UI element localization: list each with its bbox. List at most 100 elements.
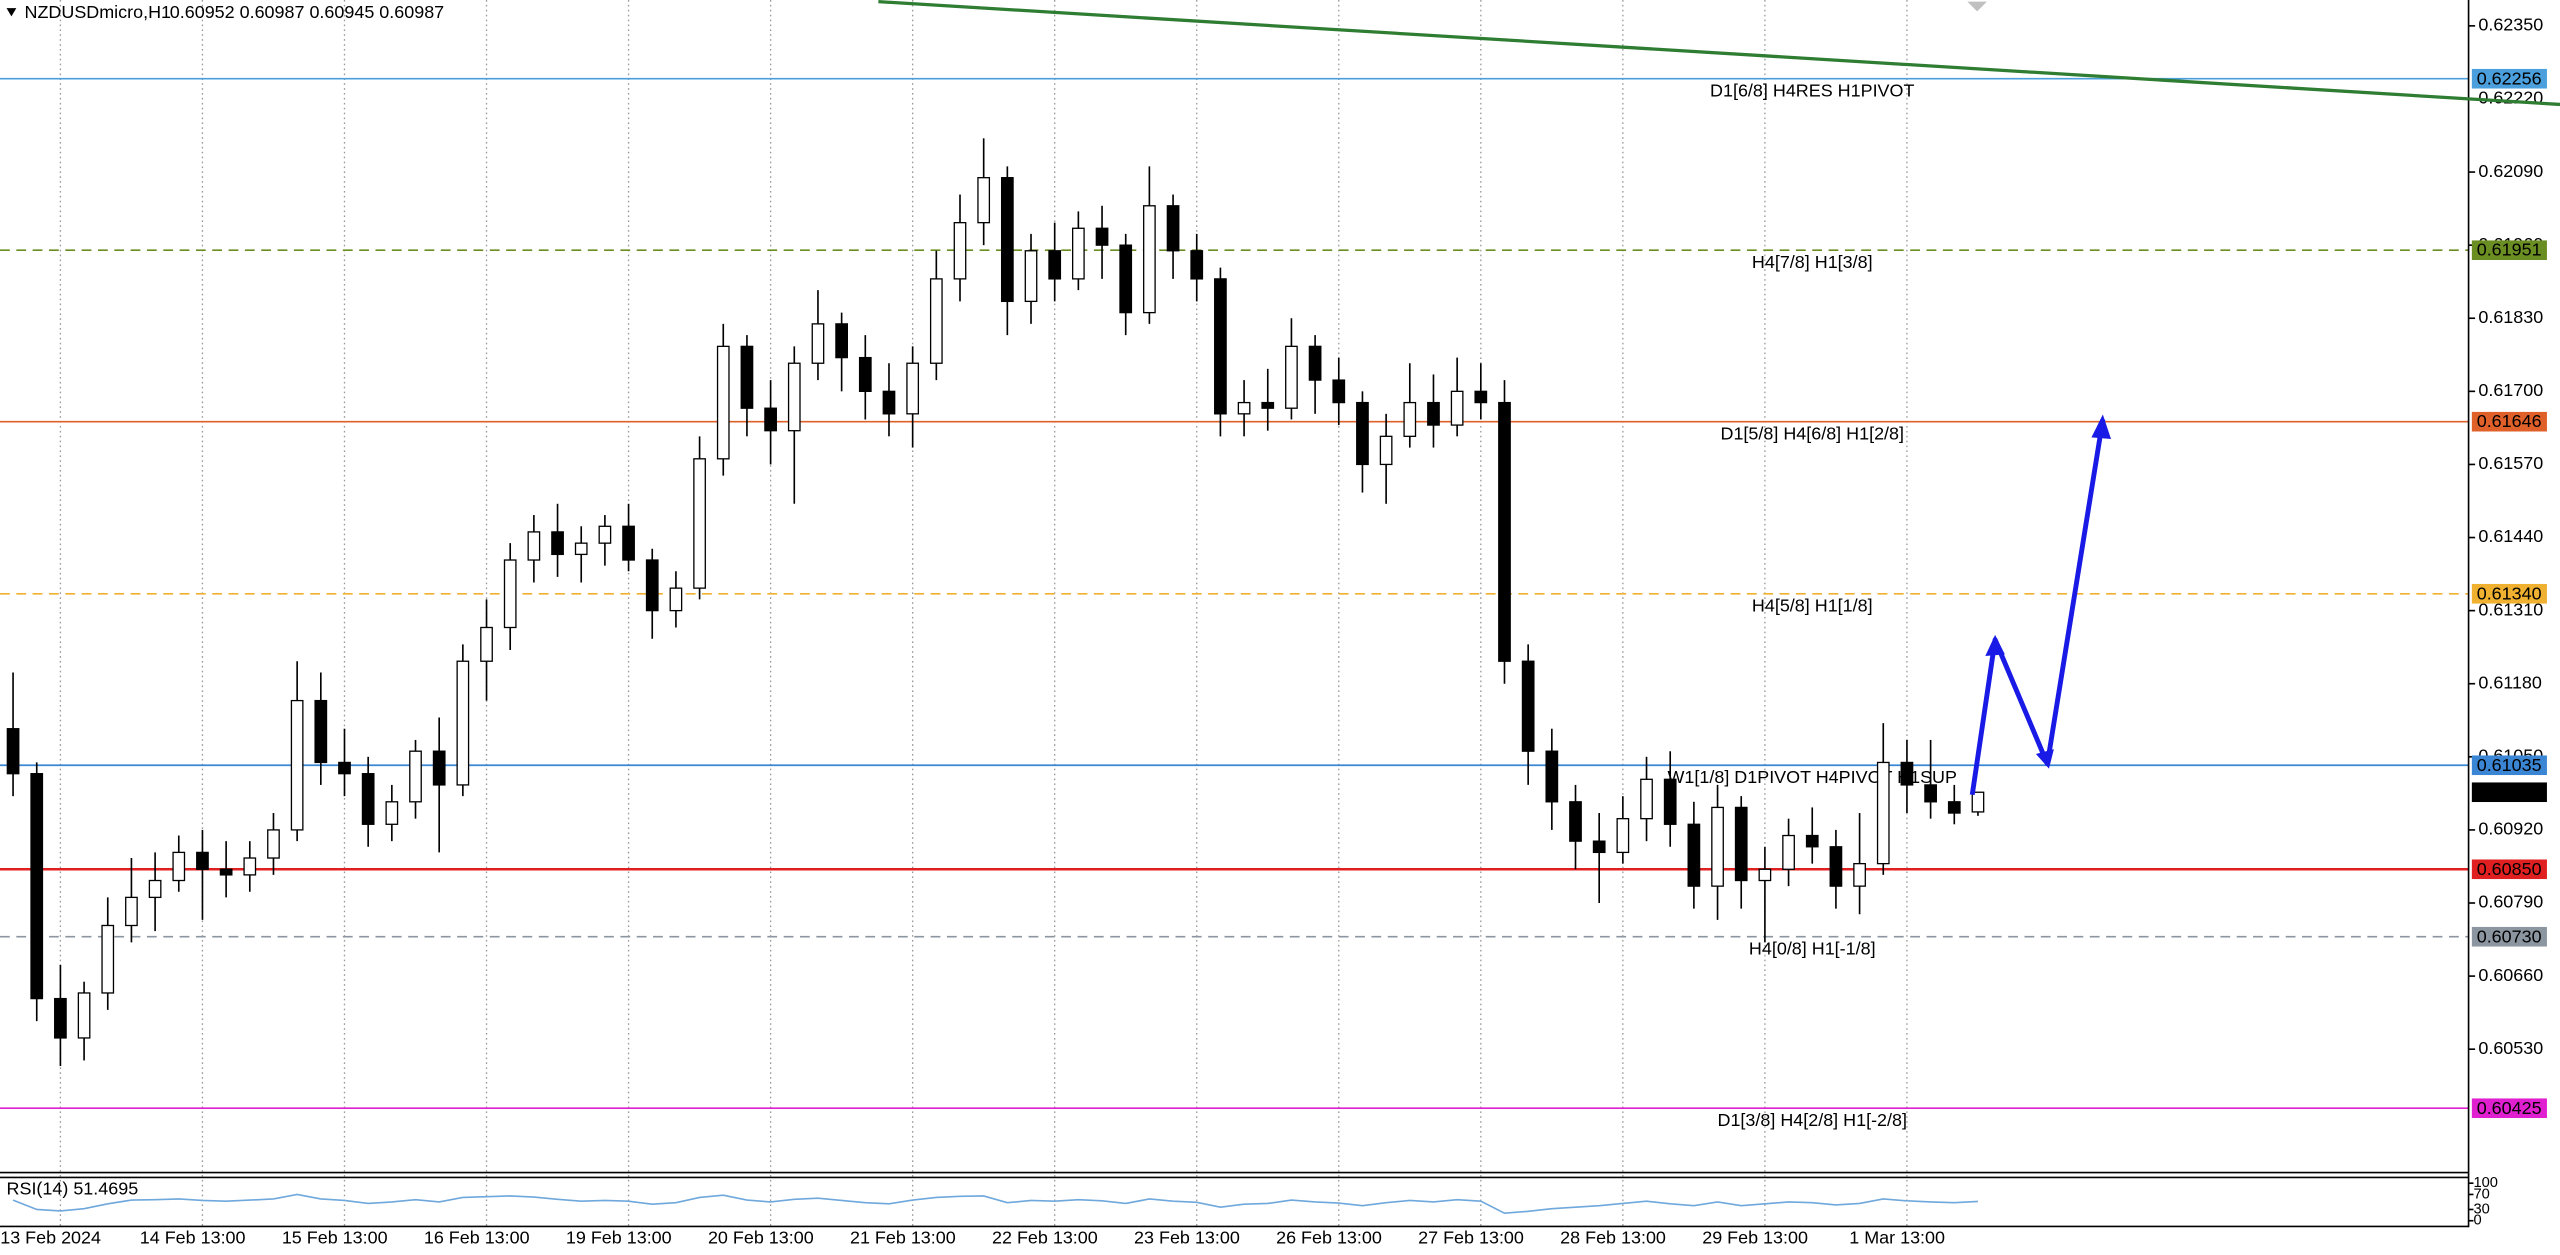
candle-body (1143, 205, 1156, 314)
candle-body (1403, 401, 1417, 437)
y-tick-label: 0.61440 (2478, 526, 2543, 546)
candle-body (1000, 177, 1014, 303)
rsi-tick-label: 100 (2473, 1175, 2498, 1191)
candle-body (882, 390, 896, 415)
x-tick-label: 27 Feb 13:00 (1418, 1227, 1524, 1247)
candle-body (1734, 806, 1748, 882)
candle-body (764, 407, 777, 432)
y-tick-label: 0.62220 (2478, 88, 2543, 108)
symbol: NZDUSDmicro,H1 (24, 2, 171, 22)
y-tick-label: 0.60660 (2478, 965, 2543, 985)
candle-body (1853, 862, 1866, 887)
candle-body (409, 750, 422, 803)
x-tick-label: 15 Feb 13:00 (282, 1227, 388, 1247)
price-tag: 0.61951 (2477, 240, 2542, 260)
candle-body (1758, 868, 1772, 882)
candle-body (290, 699, 304, 831)
candle-body (30, 773, 44, 1000)
forecast-arrow[interactable] (1969, 419, 2106, 796)
candle-body (1498, 401, 1511, 662)
candle-body (1024, 250, 1038, 303)
candle-body (1782, 834, 1795, 870)
x-tick-label: 1 Mar 13:00 (1849, 1227, 1945, 1247)
candle-body (385, 801, 399, 825)
price-tag-bg (2471, 859, 2547, 880)
candle-body (196, 851, 209, 870)
candle-body (1450, 390, 1464, 426)
price-tag-bg (2471, 755, 2547, 776)
y-tick-label: 0.61570 (2478, 453, 2543, 473)
y-tick-label: 0.61310 (2478, 599, 2543, 619)
candle-body (858, 356, 872, 392)
candle-body (953, 222, 967, 280)
candle-body (740, 345, 754, 409)
candle-body (503, 559, 517, 629)
candle-body (480, 626, 493, 662)
y-tick-label: 0.60920 (2478, 819, 2543, 839)
candle-body (1261, 401, 1275, 409)
level-text: H4[0/8] H1[-1/8] (1749, 939, 1876, 959)
candle-body (338, 761, 351, 775)
price-tag-bg (2471, 1098, 2547, 1119)
level-text: W1[1/8] D1PIVOT H4PIVOT H1SUP (1667, 767, 1957, 787)
candle-body (54, 997, 67, 1039)
candle-body (1072, 227, 1085, 280)
menu-triangle[interactable] (6, 8, 17, 17)
candle-body (6, 728, 20, 775)
x-tick-label: 26 Feb 13:00 (1276, 1227, 1382, 1247)
candle-body (1947, 801, 1961, 814)
y-tick-label: 0.62350 (2478, 15, 2543, 35)
drawings (878, 0, 2560, 796)
rsi-tick-label: 70 (2473, 1186, 2489, 1202)
candle-body (1663, 778, 1677, 825)
last-price-bg (2471, 782, 2547, 803)
candle-body (811, 323, 825, 364)
candle-body (267, 829, 280, 859)
candle-body (1356, 401, 1369, 466)
candle-body (1474, 390, 1488, 404)
candle-body (1687, 823, 1701, 887)
level-text: H4[5/8] H1[1/8] (1752, 596, 1873, 616)
candle-body (1308, 345, 1322, 381)
candle-body (1521, 660, 1535, 752)
trendline[interactable] (878, 0, 2560, 107)
y-tick-label: 0.61830 (2478, 307, 2543, 327)
price-tag: 0.60730 (2477, 926, 2542, 946)
price-tag: 0.60850 (2477, 859, 2542, 879)
ohlc-status: 0.60952 0.60987 0.60945 0.60987 (170, 2, 444, 22)
candle-body (787, 362, 801, 432)
x-tick-label: 14 Feb 13:00 (140, 1227, 246, 1247)
rsi-tick-label: 0 (2473, 1213, 2481, 1229)
candle-body (101, 924, 115, 994)
x-tick-label: 16 Feb 13:00 (424, 1227, 530, 1247)
x-tick-label: 29 Feb 13:00 (1702, 1227, 1808, 1247)
candle-body (1095, 227, 1109, 246)
candle-body (1616, 818, 1630, 854)
candle-body (1900, 761, 1914, 786)
candle-body (977, 177, 991, 224)
candle-body (148, 879, 162, 899)
x-tick-label: 22 Feb 13:00 (992, 1227, 1098, 1247)
candle-body (835, 323, 848, 359)
candle-body (1805, 834, 1819, 848)
candle-body (219, 868, 233, 876)
x-tick-label: 13 Feb 2024 (0, 1227, 101, 1247)
candle-body (598, 525, 612, 544)
y-tick-label: 0.60790 (2478, 892, 2543, 912)
price-tag-bg (2471, 926, 2547, 947)
candle-body (1876, 761, 1890, 865)
candle-body (551, 531, 564, 556)
candle-body (125, 896, 138, 927)
shift-marker[interactable] (1967, 1, 1987, 12)
y-tick-label: 0.60530 (2478, 1038, 2543, 1058)
candle-body (669, 587, 683, 612)
candle-body (1545, 750, 1559, 803)
price-tag: 0.61035 (2477, 755, 2542, 775)
candle-body (1971, 791, 1985, 813)
rsi-line (12, 1193, 1979, 1215)
x-tick-label: 28 Feb 13:00 (1560, 1227, 1666, 1247)
candle-body (527, 531, 541, 561)
y-tick-label: 0.62090 (2478, 161, 2543, 181)
candle-body (906, 362, 920, 415)
price-tag: 0.61646 (2477, 411, 2542, 431)
